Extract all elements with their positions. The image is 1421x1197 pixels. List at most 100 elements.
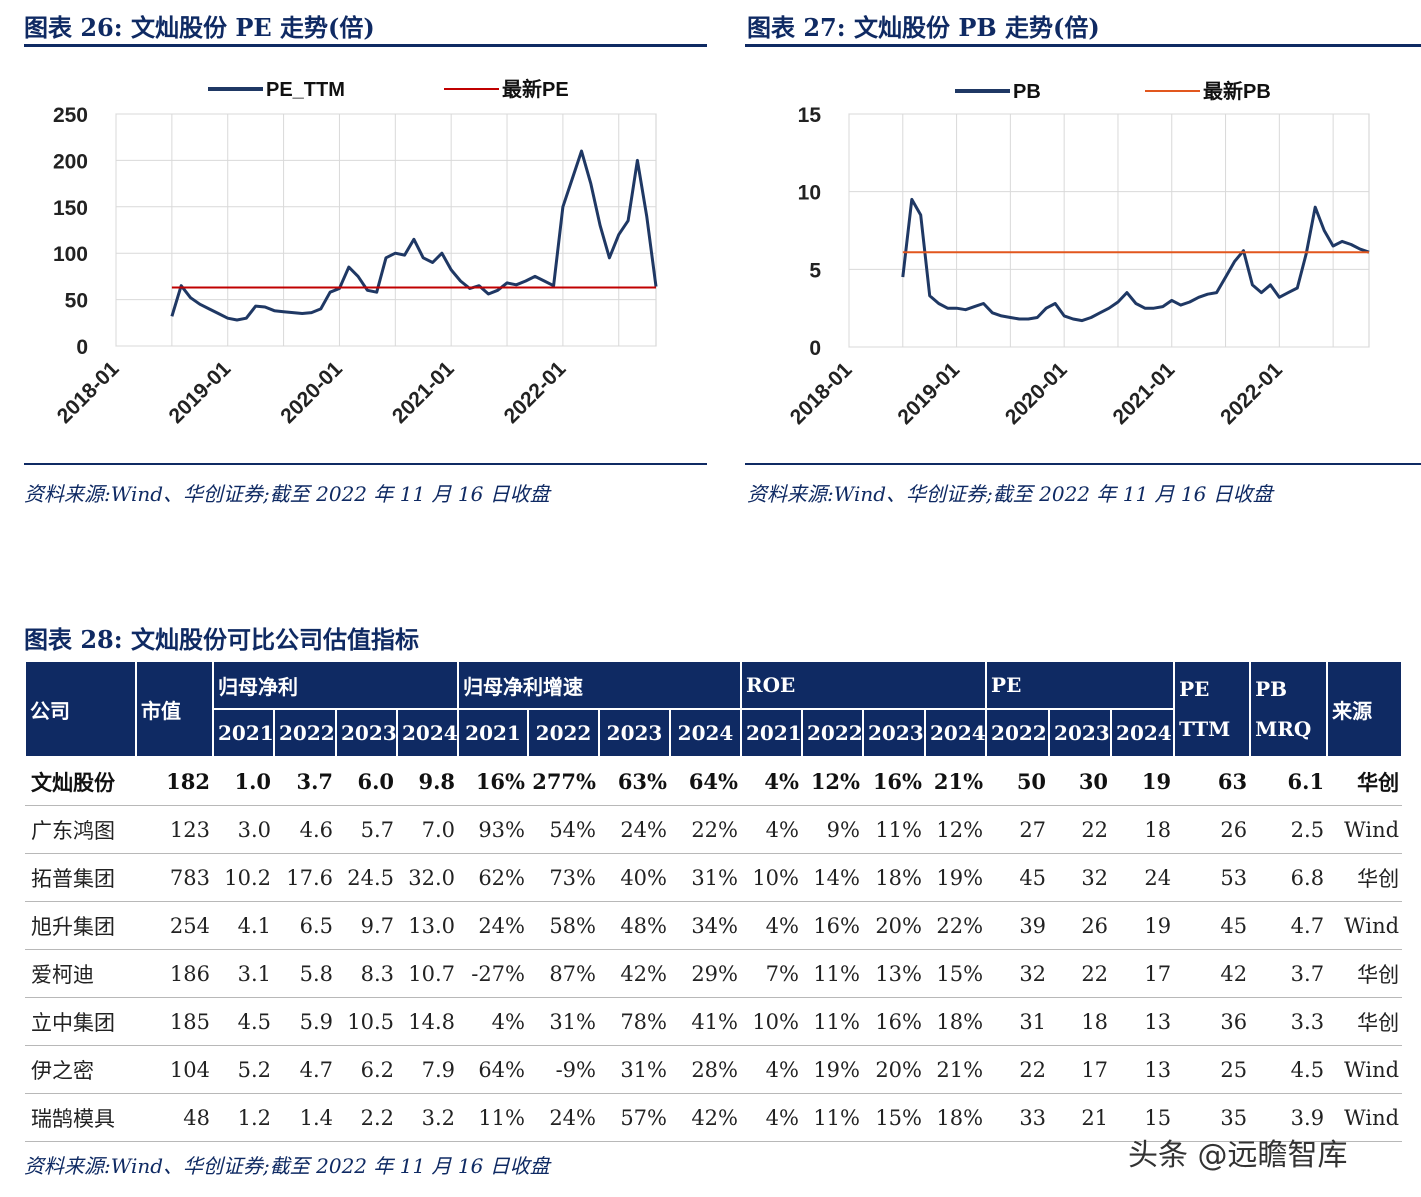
- table-row: 拓普集团 783 10.2 17.6 24.5 32.0 62% 73% 40% 31% 10% 14…: [25, 853, 1403, 902]
- table-cell: 6.8: [1250, 853, 1328, 902]
- header-group-3: 归母净利增速: [457, 660, 742, 710]
- table-row: 立中集团 185 4.5 5.9 10.5 14.8 4% 31% 78% 41% 10% 11% 16…: [25, 997, 1403, 1046]
- table-cell: 24: [1111, 853, 1175, 902]
- x-tick-label: 2021-01: [1109, 358, 1180, 429]
- plot-frame: [115, 113, 657, 347]
- table-cell: 87%: [528, 949, 599, 998]
- y-tick-label: 0: [76, 336, 88, 359]
- table-cell: 4%: [741, 1093, 802, 1142]
- table-cell: 18%: [925, 997, 987, 1046]
- table-cell: 3.9: [1250, 1093, 1328, 1142]
- header-year-8: 2021: [740, 708, 803, 758]
- table-cell: 17: [1111, 949, 1175, 998]
- valuation-table: 公司 市值 归母净利 归母净利增速 ROE PE PE TTM PB MRQ 来源 2021 2022 2…: [24, 660, 1404, 1142]
- table-cell: 19: [1111, 901, 1175, 950]
- table-cell: 13: [1111, 997, 1175, 1046]
- header-year-14: 2024: [1110, 708, 1176, 758]
- header-group-2: 归母净利: [212, 660, 459, 710]
- table-cell: 45: [986, 853, 1050, 902]
- company-name-cell: 拓普集团: [25, 853, 136, 902]
- table-cell: 21: [1049, 1093, 1112, 1142]
- table-cell: 24.5: [336, 853, 397, 902]
- table-cell: 28%: [670, 1045, 741, 1094]
- table-cell: 254: [136, 901, 213, 950]
- table-cell: 29%: [670, 949, 741, 998]
- table-cell: 16%: [863, 997, 925, 1046]
- table-cell: 13%: [863, 949, 925, 998]
- table-row: 瑞鹄模具 48 1.2 1.4 2.2 3.2 11% 24% 57% 42% 4% 11% 15% 18…: [25, 1093, 1403, 1142]
- header-year-13: 2023: [1048, 708, 1113, 758]
- pb-chart: 0 5 10 15 2018-01 2019-01 2020-01 2021-01 2022-0…: [786, 79, 1370, 429]
- table-cell: 6.1: [1250, 757, 1328, 806]
- table-cell: 26: [1049, 901, 1112, 950]
- table-cell: 10.2: [213, 853, 274, 902]
- table-cell: 4.5: [213, 997, 274, 1046]
- table-cell: 123: [136, 805, 213, 854]
- table-cell: 华创: [1327, 997, 1403, 1046]
- table-cell: 华创: [1327, 949, 1403, 998]
- table-cell: 63: [1174, 757, 1251, 806]
- pe-source-note: 资料来源:Wind、华创证券;截至 2022 年 11 月 16 日收盘: [24, 482, 550, 506]
- table-cell: 277%: [528, 757, 599, 806]
- table-cell: 24%: [458, 901, 528, 950]
- table-cell: 54%: [528, 805, 599, 854]
- table-cell: 14%: [802, 853, 863, 902]
- company-name-cell: 瑞鹄模具: [25, 1093, 136, 1142]
- table-cell: 8.3: [336, 949, 397, 998]
- table-row: 文灿股份 182 1.0 3.7 6.0 9.8 16% 277% 63% 64% 4% 12% 16%…: [25, 757, 1403, 806]
- table-cell: 33: [986, 1093, 1050, 1142]
- table-figure-title: 图表 28: 文灿股份可比公司估值指标: [24, 625, 419, 654]
- y-tick-label: 10: [798, 182, 821, 205]
- table-cell: 7%: [741, 949, 802, 998]
- x-tick-label: 2019-01: [164, 357, 235, 428]
- table-cell: 3.1: [213, 949, 274, 998]
- table-cell: 186: [136, 949, 213, 998]
- series-line-0: [901, 197, 1370, 323]
- table-cell: -9%: [528, 1045, 599, 1094]
- table-cell: 22%: [925, 901, 987, 950]
- table-cell: 24%: [528, 1093, 599, 1142]
- table-cell: 5.9: [274, 997, 336, 1046]
- table-cell: 18: [1111, 805, 1175, 854]
- table-cell: 22%: [670, 805, 741, 854]
- table-row: 广东鸿图 123 3.0 4.6 5.7 7.0 93% 54% 24% 22% 4% 9% 11% 12…: [25, 805, 1403, 854]
- header-year-5: 2022: [527, 708, 600, 758]
- table-cell: 4.6: [274, 805, 336, 854]
- table-cell: 5.2: [213, 1045, 274, 1094]
- table-cell: 104: [136, 1045, 213, 1094]
- table-cell: -27%: [458, 949, 528, 998]
- table-cell: 182: [136, 757, 213, 806]
- table-cell: 16%: [863, 757, 925, 806]
- legend-label-1: 最新PE: [502, 77, 569, 101]
- table-cell: 16%: [458, 757, 528, 806]
- watermark: 头条 @远瞻智库: [1128, 1138, 1348, 1173]
- table-cell: 9%: [802, 805, 863, 854]
- table-cell: 22: [1049, 949, 1112, 998]
- table-cell: 185: [136, 997, 213, 1046]
- table-cell: 15%: [863, 1093, 925, 1142]
- company-name-cell: 爱柯迪: [25, 949, 136, 998]
- x-tick-label: 2022-01: [1216, 358, 1287, 429]
- table-cell: 42%: [670, 1093, 741, 1142]
- header-row-groups: 公司 市值 归母净利 归母净利增速 ROE PE PE TTM PB MRQ 来源: [24, 660, 1404, 758]
- header-group-7: PB MRQ: [1249, 660, 1329, 758]
- pe-figure-title: 图表 26: 文灿股份 PE 走势(倍): [24, 13, 375, 42]
- pb-source-note: 资料来源:Wind、华创证券;截至 2022 年 11 月 16 日收盘: [747, 482, 1273, 506]
- table-cell: 华创: [1327, 853, 1403, 902]
- table-cell: 1.2: [213, 1093, 274, 1142]
- header-group-0: 公司: [24, 660, 137, 758]
- table-cell: 3.7: [1250, 949, 1328, 998]
- table-cell: 13.0: [397, 901, 458, 950]
- pe-bottom-rule: [24, 463, 707, 465]
- table-cell: 48: [136, 1093, 213, 1142]
- company-name-cell: 伊之密: [25, 1045, 136, 1094]
- table-cell: 18%: [925, 1093, 987, 1142]
- table-cell: 35: [1174, 1093, 1251, 1142]
- table-cell: 64%: [458, 1045, 528, 1094]
- table-cell: 58%: [528, 901, 599, 950]
- table-cell: 36: [1174, 997, 1251, 1046]
- x-tick-label: 2020-01: [276, 357, 347, 428]
- table-source-note: 资料来源:Wind、华创证券;截至 2022 年 11 月 16 日收盘: [24, 1154, 550, 1178]
- table-cell: 31%: [599, 1045, 670, 1094]
- y-tick-label: 0: [809, 337, 821, 360]
